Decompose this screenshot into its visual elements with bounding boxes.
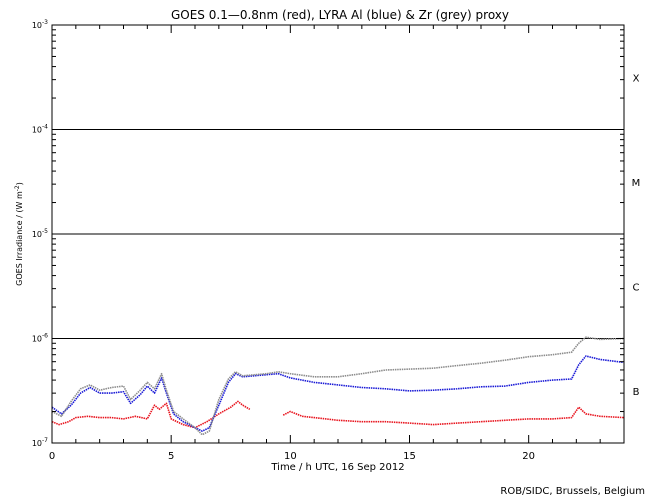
series-lyra-zr-proxy (51, 336, 625, 436)
y-tick-label: 10-7 (32, 437, 48, 448)
x-tick-label: 10 (284, 451, 297, 462)
series-layer (51, 336, 625, 436)
x-tick-label: 15 (403, 451, 416, 462)
x-tick-label: 20 (522, 451, 535, 462)
y-axis-label-sup: -2 (14, 185, 21, 191)
series-lyra-al-proxy (51, 355, 625, 432)
flare-class-label: M (632, 178, 641, 189)
x-tick-label: 5 (168, 451, 174, 462)
credit-text: ROB/SIDC, Brussels, Belgium (500, 486, 645, 497)
y-tick-label: 10-3 (32, 19, 48, 30)
x-axis-label: Time / h UTC, 16 Sep 2012 (270, 462, 404, 473)
flare-class-label: X (633, 73, 640, 84)
y-axis-label-close: ) (15, 182, 24, 185)
series-line (51, 336, 625, 436)
y-tick-label: 10-4 (32, 124, 48, 135)
series-line (282, 406, 625, 426)
x-axis: 0 5 10 15 20 (49, 25, 625, 462)
x-tick-label: 0 (49, 451, 55, 462)
y-axis-label: GOES Irradiance / (W m-2) (14, 182, 24, 286)
series-line (51, 400, 251, 429)
chart-title: GOES 0.1—0.8nm (red), LYRA Al (blue) & Z… (171, 8, 509, 22)
y-tick-label: 10-6 (32, 333, 48, 344)
flare-class-lines (52, 129, 624, 339)
flare-class-labels: B C M X (632, 73, 641, 398)
flare-class-label: C (633, 282, 640, 293)
series-line (51, 355, 625, 432)
y-tick-label: 10-5 (32, 228, 48, 239)
series-goes-0-1-0-8nm (51, 400, 625, 429)
y-axis: 10-7 10-6 10-5 10-4 10-3 (32, 19, 624, 448)
flare-class-label: B (633, 387, 640, 398)
y-axis-label-main: GOES Irradiance / (W m (15, 191, 24, 286)
